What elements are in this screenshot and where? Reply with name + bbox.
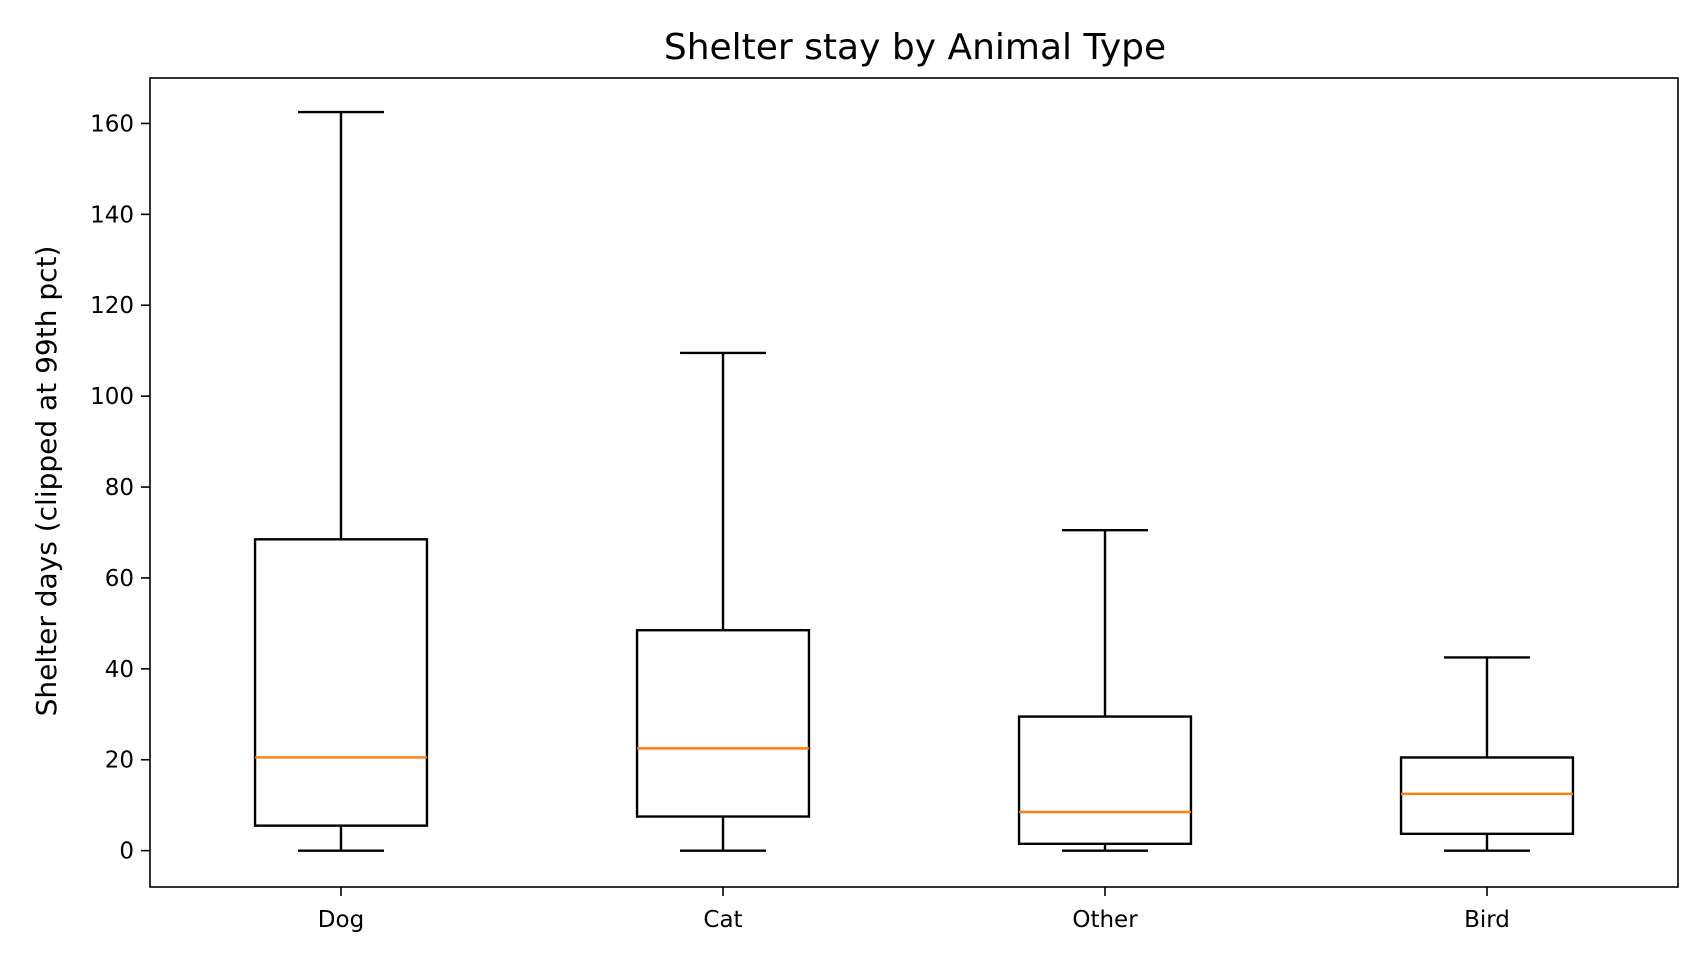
y-tick-label: 0 xyxy=(119,839,134,865)
x-tick-label: Bird xyxy=(1464,907,1510,933)
iqr-box xyxy=(1017,715,1193,846)
y-tick-label: 40 xyxy=(105,657,134,683)
chart-title: Shelter stay by Animal Type xyxy=(664,27,1166,68)
box-cat xyxy=(635,351,811,852)
box-bird xyxy=(1399,656,1575,852)
iqr-box xyxy=(1399,756,1575,836)
y-axis-ticks: 0 20 40 60 80 100 120 140 160 xyxy=(90,111,150,865)
box-series xyxy=(253,110,1575,852)
iqr-box xyxy=(635,629,811,818)
plot-frame xyxy=(149,77,1679,888)
y-tick-label: 20 xyxy=(105,748,134,774)
box-other xyxy=(1017,529,1193,852)
iqr-box xyxy=(253,538,429,827)
box-dog xyxy=(253,110,429,852)
x-tick-label: Dog xyxy=(318,907,364,933)
y-tick-label: 120 xyxy=(90,293,134,319)
x-tick-label: Other xyxy=(1072,907,1138,933)
y-axis-label: Shelter days (clipped at 99th pct) xyxy=(30,246,63,717)
y-tick-label: 60 xyxy=(105,566,134,592)
x-tick-label: Cat xyxy=(703,907,742,933)
x-axis-ticks: Dog Cat Other Bird xyxy=(318,887,1510,933)
y-tick-label: 140 xyxy=(90,202,134,228)
y-tick-label: 80 xyxy=(105,475,134,501)
y-tick-label: 160 xyxy=(90,111,134,137)
y-tick-label: 100 xyxy=(90,384,134,410)
